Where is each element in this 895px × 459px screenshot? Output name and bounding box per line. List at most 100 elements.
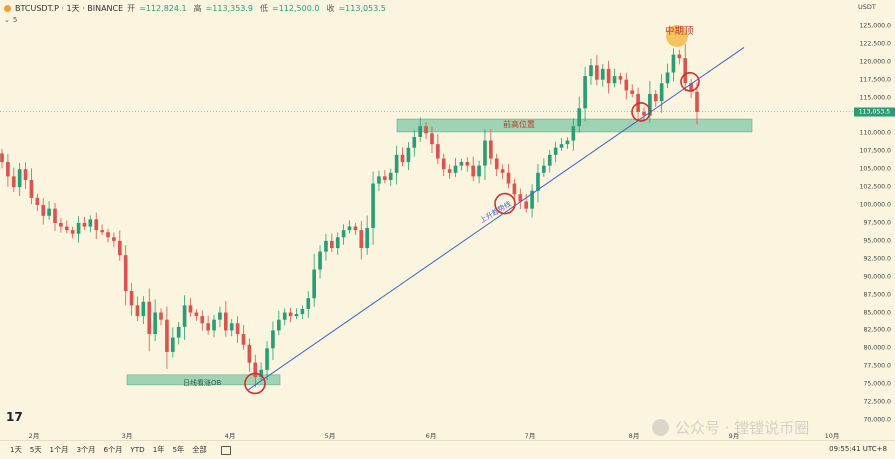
time-tick-label: 8月	[628, 432, 640, 440]
time-tick-label: 7月	[524, 432, 536, 440]
candle	[194, 312, 199, 317]
candle	[536, 172, 540, 191]
price-tick-label: 95,000.0	[863, 237, 891, 245]
range-button[interactable]: 1天	[10, 445, 22, 454]
candle	[123, 255, 128, 292]
candle	[182, 305, 187, 327]
candle	[471, 165, 476, 177]
candle	[695, 91, 699, 112]
candle	[441, 158, 446, 170]
low-value: =112,500.0	[272, 4, 320, 13]
candle	[259, 369, 263, 378]
candle	[542, 165, 546, 173]
candle	[59, 222, 63, 227]
indicators-toggle[interactable]: ⌄ 5	[4, 16, 17, 24]
range-button[interactable]: YTD	[130, 445, 145, 454]
candle	[630, 90, 635, 94]
open-label: 开	[127, 4, 136, 13]
price-tick-label: 72,500.0	[863, 398, 891, 406]
calendar-icon[interactable]	[220, 446, 231, 455]
watermark-text: 公众号 · 镗镗说币圈	[675, 419, 810, 437]
candle	[100, 230, 104, 233]
candle	[559, 144, 564, 148]
candle	[512, 183, 517, 195]
candle	[306, 298, 311, 309]
time-tick-label: 6月	[425, 432, 437, 440]
symbol-title[interactable]: BTCUSDT.P · 1天 · BINANCE	[15, 4, 124, 13]
candle	[477, 165, 481, 177]
candle	[135, 305, 140, 317]
candle	[677, 54, 682, 59]
candle	[524, 201, 529, 209]
candle	[165, 319, 169, 352]
chevron-down-icon: ⌄	[4, 16, 10, 24]
close-value: =113,053.5	[338, 4, 386, 13]
candle	[11, 176, 16, 188]
candle	[394, 154, 399, 173]
price-tick-label: 87,500.0	[863, 291, 891, 299]
candle	[624, 79, 629, 91]
candle	[612, 76, 617, 84]
low-label: 低	[260, 4, 269, 13]
candle	[70, 230, 75, 234]
candle	[112, 237, 116, 241]
candle	[0, 153, 4, 163]
time-tick-label: 5月	[324, 432, 336, 440]
candle	[276, 319, 281, 331]
range-button[interactable]: 1年	[152, 445, 165, 454]
range-button[interactable]: 1个月	[49, 445, 69, 454]
candle	[23, 169, 28, 180]
candle	[159, 312, 163, 320]
price-axis[interactable]: USDT 125,000.0 122,500.0 120,000.0 117,500.…	[854, 0, 895, 440]
price-tick-label: 117,500.0	[859, 76, 892, 84]
candle	[53, 208, 57, 223]
price-tick-label: 80,000.0	[863, 344, 891, 352]
candle	[459, 162, 464, 166]
close-label: 收	[326, 4, 335, 13]
candle	[17, 169, 22, 188]
candle	[94, 219, 99, 231]
candle	[400, 154, 405, 163]
candle	[147, 301, 152, 335]
candle	[282, 312, 287, 320]
candle	[600, 68, 605, 80]
candle	[223, 312, 228, 331]
candle	[47, 208, 51, 216]
range-button[interactable]: 3个月	[76, 445, 96, 454]
time-tick-label: 2月	[28, 432, 40, 440]
candle	[212, 319, 216, 331]
range-button[interactable]: 5年	[172, 445, 185, 454]
circle-daily-ob	[244, 372, 266, 395]
price-tick-label: 70,000.0	[863, 416, 891, 424]
circle-prev-high-retest	[631, 102, 651, 122]
wechat-icon	[652, 419, 669, 436]
candle	[218, 312, 222, 320]
indicator-count: 5	[12, 16, 18, 24]
currency-label[interactable]: USDT	[858, 3, 876, 11]
range-button[interactable]: 5天	[29, 445, 42, 454]
candle	[642, 111, 646, 116]
candle	[271, 330, 275, 349]
candle	[359, 230, 364, 249]
high-value: =113,353.9	[205, 4, 254, 13]
candle	[170, 337, 175, 352]
tradingview-logo-icon[interactable]: 17	[6, 410, 23, 424]
candle	[665, 72, 670, 84]
candle	[353, 226, 358, 231]
candle	[483, 140, 487, 166]
range-button[interactable]: 全部	[192, 445, 207, 454]
range-button[interactable]: 6个月	[103, 445, 123, 454]
candle	[347, 226, 352, 231]
price-tick-label: 110,000.0	[859, 129, 892, 137]
candle	[88, 219, 93, 227]
footer-bar: 1天 5天 1个月 3个月 6个月 YTD 1年 5年 全部 09:55:41 UTC+8	[0, 440, 895, 459]
candle	[577, 108, 582, 127]
candle	[500, 169, 505, 173]
candle	[589, 65, 593, 77]
candle	[489, 140, 493, 159]
candle	[82, 222, 87, 227]
symbol-row: BTCUSDT.P · 1天 · BINANCE 开 =112,824.1 高 =1…	[4, 3, 389, 14]
candlestick-chart[interactable]	[0, 0, 854, 440]
candle	[300, 308, 305, 314]
